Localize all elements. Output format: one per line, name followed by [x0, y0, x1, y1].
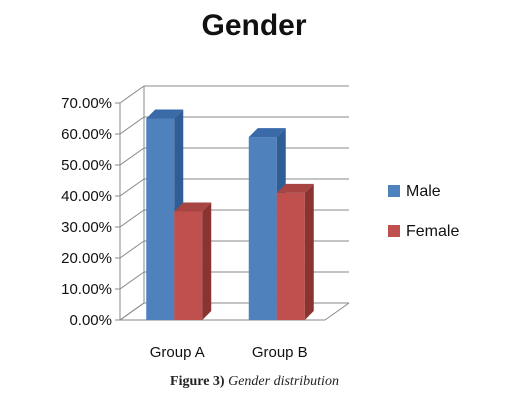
legend-item-male: Male — [388, 183, 441, 200]
bar-top — [248, 128, 286, 138]
legend: Male Female — [388, 183, 459, 240]
bar-female-group-a — [174, 202, 212, 320]
chart-title: Gender — [201, 9, 306, 42]
bar-front — [276, 192, 305, 320]
bar-front — [248, 137, 277, 320]
gridline-diagonal — [119, 271, 145, 290]
bar-side — [202, 202, 212, 320]
bar-side — [304, 183, 314, 320]
y-tick-label: 10.00% — [61, 281, 112, 298]
y-tick-label: 20.00% — [61, 250, 112, 267]
caption-text: Gender distribution — [228, 374, 339, 389]
bar-top — [174, 202, 212, 212]
bar-front — [174, 211, 203, 320]
y-tick-label: 40.00% — [61, 188, 112, 205]
bar-front — [146, 118, 175, 320]
bar-top — [146, 109, 184, 119]
x-tick-label: Group A — [150, 344, 205, 361]
y-tick-label: 70.00% — [61, 95, 112, 112]
gridline-diagonal — [119, 302, 145, 321]
gridline-diagonal — [119, 147, 145, 166]
bars — [146, 109, 314, 320]
y-tick-label: 30.00% — [61, 219, 112, 236]
legend-swatch — [388, 185, 400, 197]
x-axis: Group A Group B — [150, 344, 308, 361]
y-tick-label: 60.00% — [61, 126, 112, 143]
legend-swatch — [388, 225, 400, 237]
figure-caption: Figure 3) Gender distribution — [0, 374, 509, 390]
legend-label: Female — [406, 223, 459, 240]
x-tick-label: Group B — [252, 344, 308, 361]
y-tick-label: 0.00% — [69, 312, 112, 329]
y-axis: 0.00% 10.00% 20.00% 30.00% 40.00% 50.00% 60.00… — [61, 95, 325, 329]
y-tick-label: 50.00% — [61, 157, 112, 174]
legend-label: Male — [406, 183, 441, 200]
gridline-diagonal — [119, 116, 145, 135]
bar-top — [276, 183, 314, 193]
bar-female-group-b — [276, 183, 314, 320]
legend-item-female: Female — [388, 223, 459, 240]
caption-label: Figure 3) — [170, 374, 225, 389]
floor-edge-right — [324, 302, 350, 321]
gridline-diagonal — [119, 178, 145, 197]
gridline-diagonal — [119, 240, 145, 259]
gridline-diagonal — [119, 85, 145, 104]
gridline-diagonal — [119, 209, 145, 228]
